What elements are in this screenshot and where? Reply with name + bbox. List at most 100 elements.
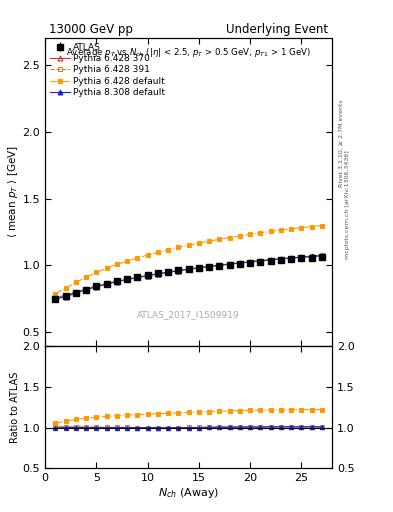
Line: Pythia 8.308 default: Pythia 8.308 default (53, 253, 324, 302)
Pythia 6.428 default (84, 274, 88, 280)
Pythia 8.308 default (53, 296, 58, 302)
Pythia 6.428 default (279, 227, 283, 233)
Pythia 6.428 370 (279, 256, 283, 262)
Pythia 8.308 default (145, 272, 150, 279)
Pythia 8.308 default (196, 265, 201, 271)
Pythia 6.428 370 (289, 255, 294, 261)
Pythia 8.308 default (217, 262, 222, 268)
Pythia 6.428 370 (248, 259, 252, 265)
Pythia 6.428 default (258, 230, 263, 236)
Pythia 6.428 391 (125, 276, 130, 282)
Pythia 6.428 391 (166, 269, 171, 275)
Pythia 8.308 default (84, 287, 88, 293)
Y-axis label: $\langle$ mean $p_T$ $\rangle$ [GeV]: $\langle$ mean $p_T$ $\rangle$ [GeV] (6, 145, 20, 239)
Pythia 8.308 default (73, 290, 78, 296)
Pythia 6.428 370 (309, 253, 314, 260)
Pythia 6.428 391 (320, 252, 324, 259)
Pythia 6.428 default (125, 258, 130, 264)
Pythia 6.428 391 (258, 258, 263, 264)
Pythia 6.428 default (289, 226, 294, 232)
Pythia 6.428 default (207, 238, 211, 244)
Pythia 8.308 default (207, 264, 211, 270)
Pythia 8.308 default (279, 256, 283, 262)
Pythia 6.428 391 (227, 261, 232, 267)
Pythia 8.308 default (309, 253, 314, 260)
Pythia 8.308 default (135, 274, 140, 281)
Pythia 6.428 default (166, 247, 171, 253)
Pythia 6.428 391 (104, 281, 109, 287)
Y-axis label: Ratio to ATLAS: Ratio to ATLAS (10, 371, 20, 443)
Pythia 8.308 default (258, 258, 263, 264)
Pythia 8.308 default (125, 276, 130, 283)
Pythia 8.308 default (289, 255, 294, 261)
Pythia 6.428 370 (115, 279, 119, 285)
Pythia 6.428 391 (73, 289, 78, 295)
Pythia 6.428 370 (84, 286, 88, 292)
Pythia 6.428 default (320, 222, 324, 228)
Pythia 6.428 370 (207, 264, 211, 270)
Pythia 6.428 370 (176, 268, 181, 274)
Pythia 6.428 default (53, 290, 58, 296)
Pythia 6.428 default (248, 231, 252, 238)
Pythia 6.428 391 (299, 254, 304, 260)
Pythia 6.428 default (309, 224, 314, 230)
Pythia 6.428 391 (63, 292, 68, 298)
Text: 13000 GeV pp: 13000 GeV pp (49, 23, 133, 36)
X-axis label: $N_{ch}$ (Away): $N_{ch}$ (Away) (158, 486, 219, 500)
Text: Rivet 3.1.10, ≥ 2.7M events: Rivet 3.1.10, ≥ 2.7M events (339, 99, 344, 187)
Pythia 6.428 370 (73, 289, 78, 295)
Pythia 6.428 391 (217, 262, 222, 268)
Pythia 6.428 391 (135, 274, 140, 280)
Pythia 6.428 default (186, 242, 191, 248)
Pythia 6.428 default (135, 255, 140, 261)
Pythia 6.428 370 (135, 274, 140, 281)
Pythia 8.308 default (299, 254, 304, 260)
Pythia 8.308 default (166, 269, 171, 275)
Pythia 8.308 default (176, 268, 181, 274)
Pythia 6.428 370 (125, 276, 130, 283)
Pythia 6.428 391 (115, 278, 119, 284)
Pythia 6.428 391 (145, 272, 150, 279)
Pythia 8.308 default (227, 261, 232, 267)
Pythia 6.428 default (268, 228, 273, 234)
Pythia 8.308 default (237, 260, 242, 266)
Pythia 8.308 default (115, 279, 119, 285)
Text: Average $p_T$ vs $N_{ch}$ ($|\eta|$ < 2.5, $p_T$ > 0.5 GeV, $p_{T1}$ > 1 GeV): Average $p_T$ vs $N_{ch}$ ($|\eta|$ < 2.… (66, 46, 311, 59)
Pythia 6.428 default (196, 240, 201, 246)
Pythia 6.428 default (176, 244, 181, 250)
Pythia 6.428 default (227, 234, 232, 241)
Pythia 6.428 370 (186, 266, 191, 272)
Pythia 8.308 default (94, 284, 99, 290)
Pythia 6.428 370 (63, 292, 68, 298)
Line: Pythia 6.428 391: Pythia 6.428 391 (53, 253, 324, 300)
Pythia 6.428 391 (237, 260, 242, 266)
Pythia 6.428 370 (145, 272, 150, 279)
Pythia 6.428 default (156, 249, 160, 255)
Pythia 6.428 default (217, 236, 222, 242)
Pythia 6.428 default (237, 233, 242, 239)
Pythia 8.308 default (320, 252, 324, 259)
Pythia 6.428 370 (258, 258, 263, 264)
Pythia 6.428 370 (104, 281, 109, 287)
Pythia 8.308 default (248, 259, 252, 265)
Pythia 6.428 370 (217, 262, 222, 268)
Pythia 6.428 391 (84, 286, 88, 292)
Line: Pythia 6.428 default: Pythia 6.428 default (53, 223, 324, 296)
Pythia 6.428 370 (196, 265, 201, 271)
Text: Underlying Event: Underlying Event (226, 23, 328, 36)
Pythia 6.428 391 (248, 259, 252, 265)
Pythia 6.428 391 (309, 253, 314, 259)
Pythia 6.428 370 (156, 271, 160, 277)
Pythia 6.428 391 (94, 283, 99, 289)
Pythia 6.428 default (104, 265, 109, 271)
Pythia 6.428 370 (227, 261, 232, 267)
Pythia 6.428 default (145, 252, 150, 258)
Pythia 6.428 391 (186, 266, 191, 272)
Pythia 6.428 370 (94, 283, 99, 289)
Pythia 6.428 default (115, 261, 119, 267)
Pythia 6.428 391 (279, 255, 283, 262)
Pythia 6.428 370 (53, 295, 58, 301)
Pythia 6.428 370 (268, 257, 273, 263)
Pythia 8.308 default (63, 293, 68, 300)
Pythia 6.428 391 (196, 265, 201, 271)
